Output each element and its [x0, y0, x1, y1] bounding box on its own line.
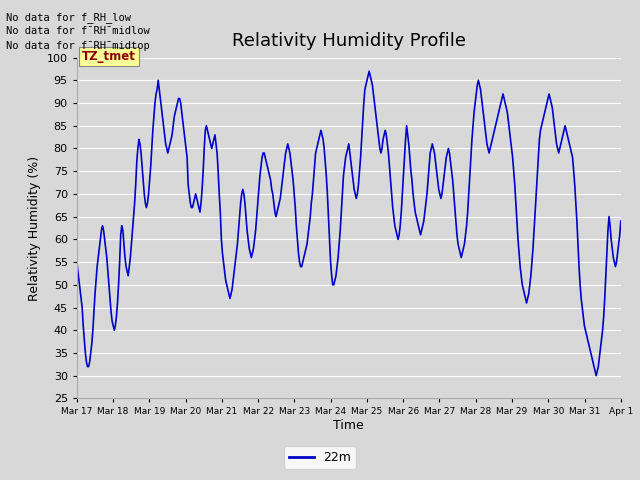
Text: TZ_tmet: TZ_tmet	[83, 50, 136, 63]
Text: No data for f_RH_low: No data for f_RH_low	[6, 12, 131, 23]
Text: No data for f¯RH¯midtop: No data for f¯RH¯midtop	[6, 41, 150, 51]
Y-axis label: Relativity Humidity (%): Relativity Humidity (%)	[28, 156, 41, 300]
X-axis label: Time: Time	[333, 419, 364, 432]
Legend: 22m: 22m	[284, 446, 356, 469]
Text: No data for f¯RH¯midlow: No data for f¯RH¯midlow	[6, 26, 150, 36]
Title: Relativity Humidity Profile: Relativity Humidity Profile	[232, 33, 466, 50]
